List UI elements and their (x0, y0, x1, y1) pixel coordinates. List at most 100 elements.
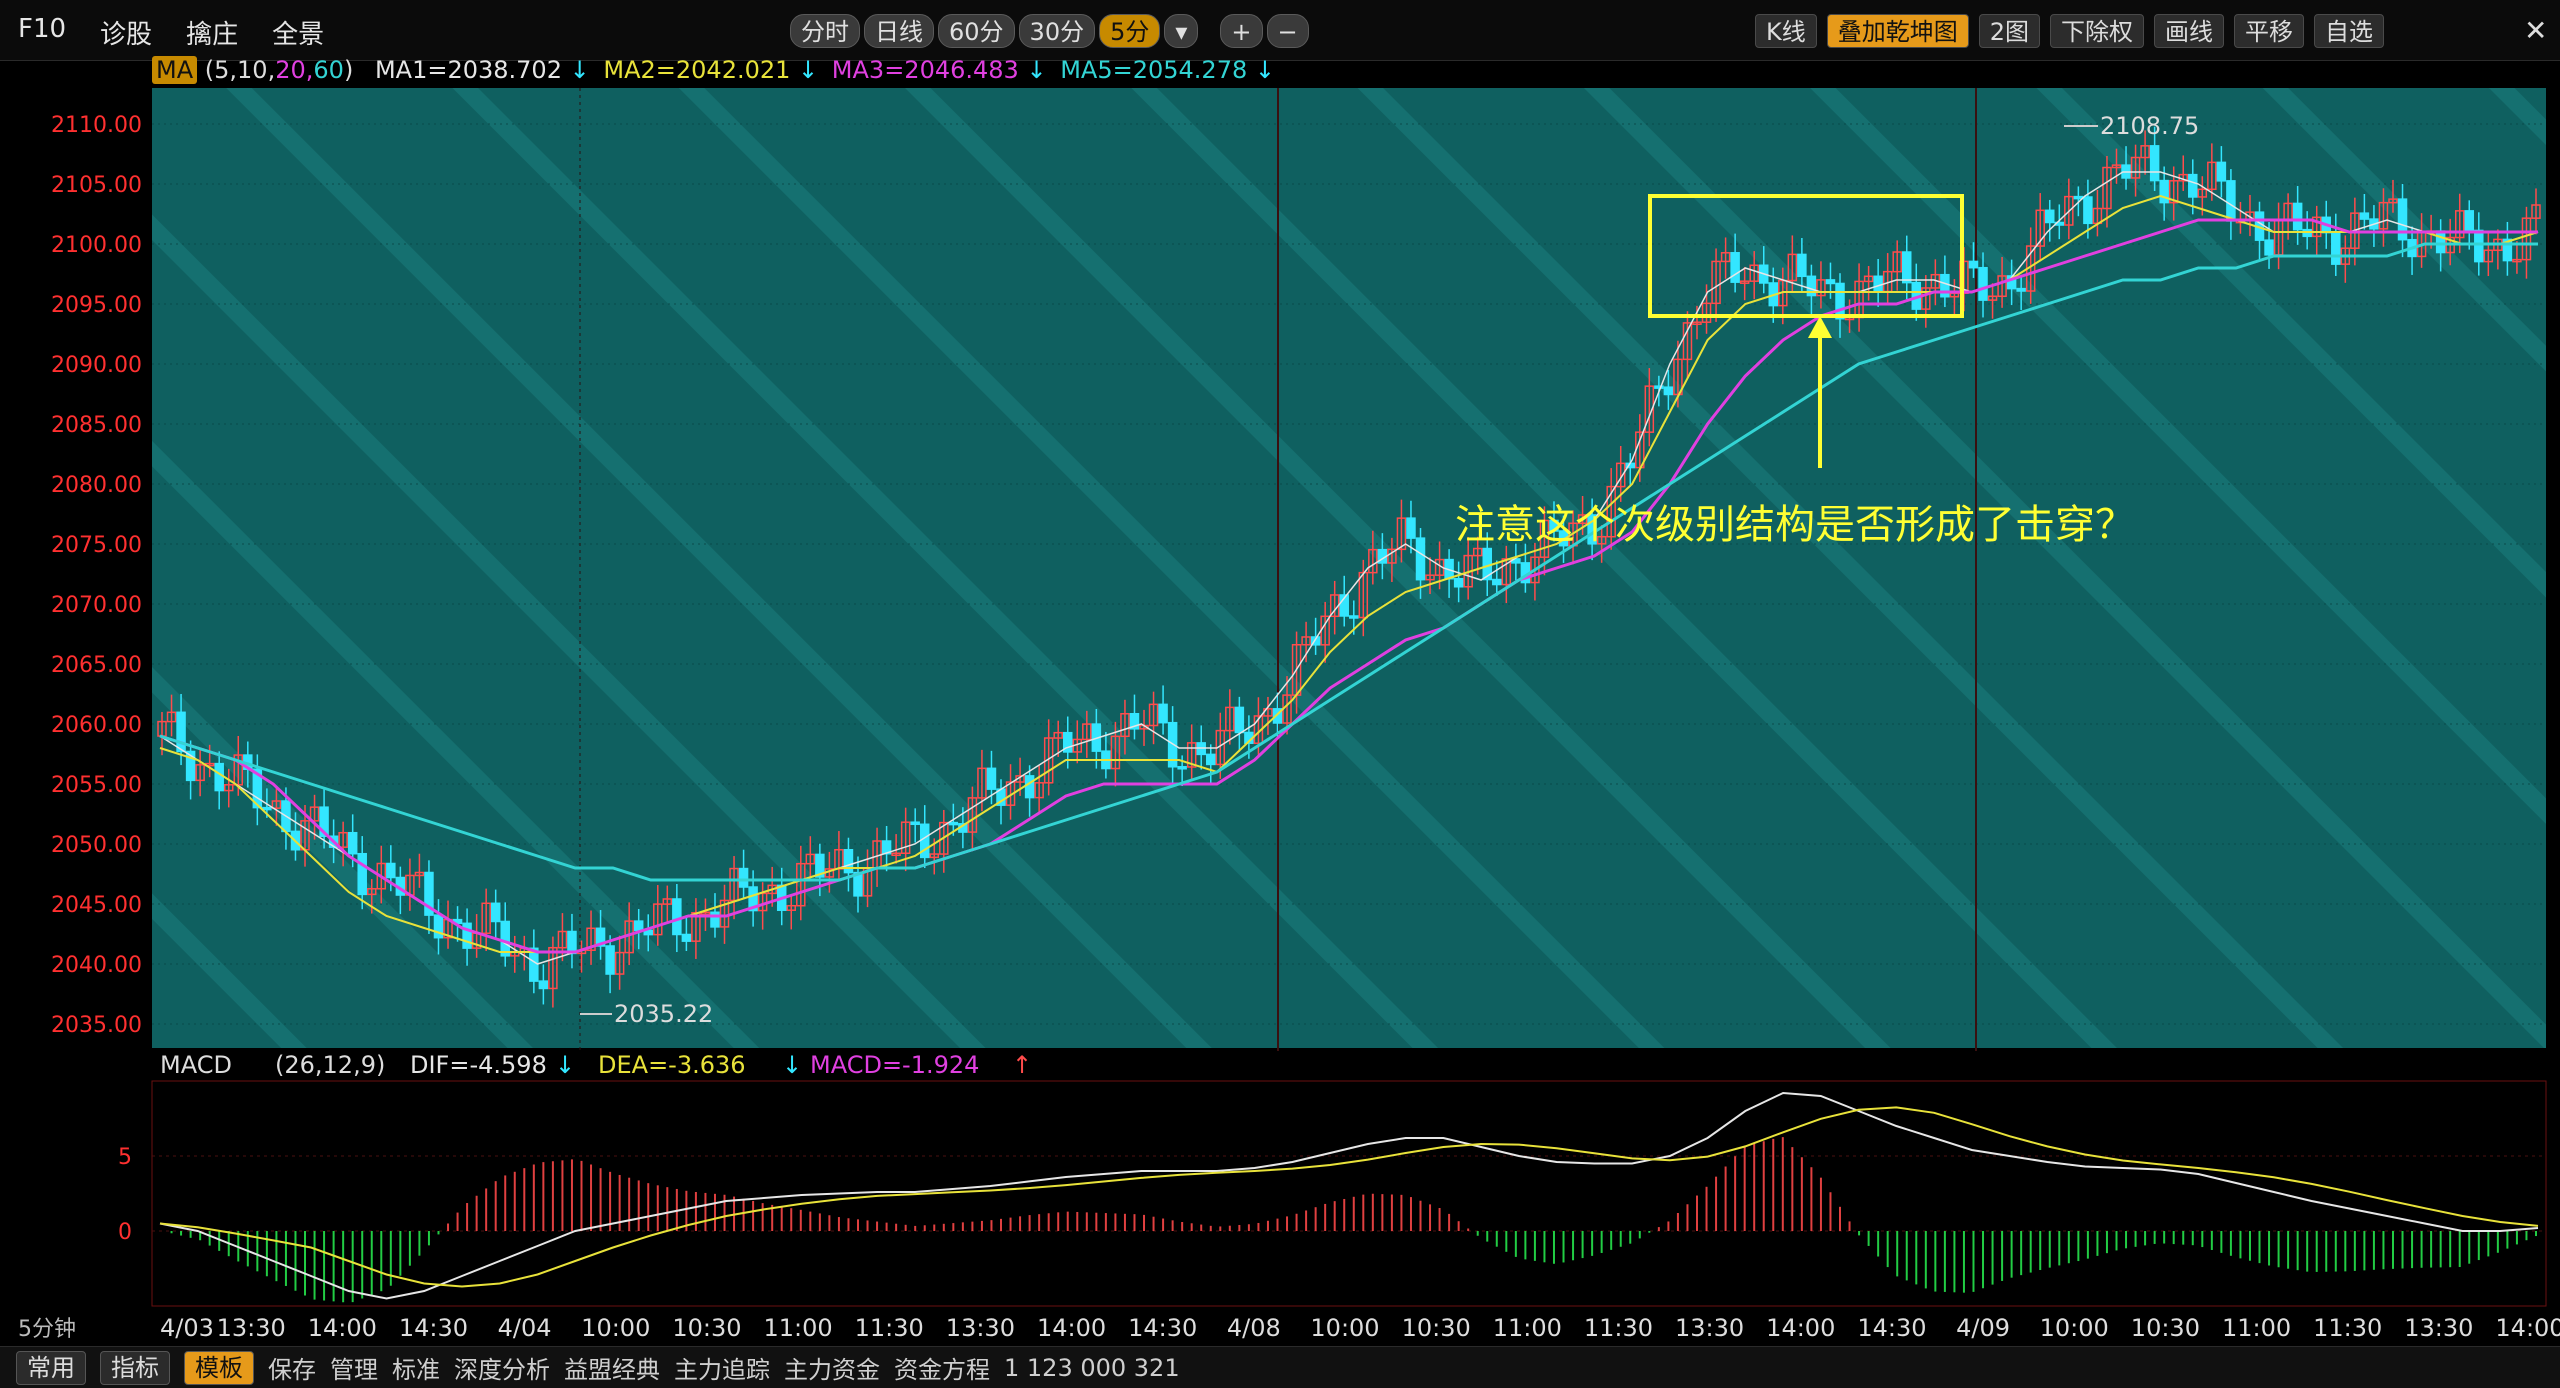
f10-button[interactable]: F10 (18, 14, 67, 44)
candle-body (2188, 173, 2198, 198)
candle-body (1901, 251, 1912, 284)
period-daily[interactable]: 日线 (864, 14, 934, 48)
candle-body (1501, 558, 1512, 586)
exright-button[interactable]: 下除权 (2050, 14, 2145, 48)
period-selector: 分时 日线 60分 30分 5分 ▾ + − (790, 14, 1309, 48)
candle-body (910, 821, 920, 826)
candle-body (2168, 180, 2179, 204)
time-tick-label: 4/04 (498, 1314, 552, 1342)
top-toolbar: F10 诊股 擒庄 全景 分时 日线 60分 30分 5分 ▾ + − K线 叠… (0, 0, 2560, 61)
bottom-item-standard[interactable]: 标准 (392, 1356, 440, 1384)
tab-template[interactable]: 模板 (184, 1350, 254, 1385)
kline-button[interactable]: K线 (1755, 14, 1817, 48)
candle-body (2140, 145, 2150, 159)
macd-tick-label: 5 (118, 1145, 132, 1170)
bottom-item-yimeng-classic[interactable]: 益盟经典 (564, 1356, 660, 1384)
bottom-item-save[interactable]: 保存 (268, 1356, 316, 1384)
candle-body (462, 922, 472, 949)
period-label[interactable]: 5分钟 (18, 1317, 76, 1342)
price-tick-label: 2090.00 (51, 353, 142, 378)
candle-body (1730, 252, 1740, 283)
tab-common[interactable]: 常用 (16, 1350, 86, 1385)
candle-body (1148, 703, 1159, 727)
candle-body (986, 767, 997, 790)
candle-body (338, 831, 348, 848)
ma-legend: MA (5,10,20,60) MA1=2038.702 ↓ MA2=2042.… (0, 56, 2560, 88)
bottom-item-main-tracking[interactable]: 主力追踪 (674, 1356, 770, 1384)
time-tick-label: 14:30 (1128, 1314, 1197, 1342)
candle-body (1549, 519, 1559, 532)
period-intraday[interactable]: 分时 (790, 14, 860, 48)
time-tick-label: 14:00 (308, 1314, 377, 1342)
macd-up-icon: ↑ (1012, 1051, 1032, 1079)
bottom-item-deep-analysis[interactable]: 深度分析 (454, 1356, 550, 1384)
draw-line-button[interactable]: 画线 (2154, 14, 2225, 48)
ma-indicator-button[interactable]: MA (152, 56, 198, 84)
macd-dea-line (159, 1106, 2539, 1288)
candle-body (1129, 712, 1140, 730)
period-5min[interactable]: 5分 (1099, 14, 1161, 48)
macd-dif-down-icon: ↓ (555, 1051, 575, 1079)
time-tick-label: 10:30 (1402, 1314, 1471, 1342)
candle-body (805, 853, 816, 865)
close-icon[interactable]: ✕ (2524, 14, 2548, 47)
time-tick-label: 10:00 (2040, 1314, 2109, 1342)
time-tick-label: 11:30 (1584, 1314, 1653, 1342)
ma5-value: MA5=2054.278 (1060, 56, 1248, 84)
candle-body (710, 911, 720, 928)
candle-body (843, 848, 854, 874)
macd-tick-label: 0 (118, 1220, 132, 1245)
candle-body (557, 930, 568, 949)
ma3-down-icon: ↓ (1026, 56, 1047, 84)
price-tick-label: 2075.00 (51, 533, 142, 558)
candle-body (1835, 282, 1845, 320)
candle-body (1539, 519, 1550, 558)
macd-name[interactable]: MACD (160, 1051, 232, 1079)
candle-body (2111, 164, 2122, 169)
tab-indicator[interactable]: 指标 (100, 1350, 170, 1385)
candle-body (1987, 295, 1998, 301)
overlay-qiankun-button[interactable]: 叠加乾坤图 (1826, 14, 1969, 48)
period-60min[interactable]: 60分 (938, 14, 1015, 48)
candle-body (1043, 737, 1054, 784)
candle-body (1120, 712, 1130, 738)
candle-body (929, 853, 940, 859)
bottom-item-fund-equation[interactable]: 资金方程 (894, 1356, 990, 1384)
candle-body (271, 800, 282, 809)
candle-body (2359, 212, 2370, 220)
candle-body (2512, 258, 2522, 263)
candle-body (386, 862, 396, 879)
candle-body (1692, 321, 1702, 325)
bottom-item-manage[interactable]: 管理 (330, 1356, 378, 1384)
bottom-item-main-funds[interactable]: 主力资金 (784, 1356, 880, 1384)
candle-body (2397, 198, 2408, 241)
price-tick-label: 2100.00 (51, 233, 142, 258)
candle-body (1225, 706, 1235, 732)
diagnose-button[interactable]: 诊股 (100, 20, 153, 50)
price-tick-label: 2040.00 (51, 953, 142, 978)
candle-body (319, 806, 329, 837)
qinzhuang-button[interactable]: 擒庄 (186, 20, 239, 50)
time-tick-label: 10:30 (672, 1314, 741, 1342)
candle-body (1062, 731, 1073, 753)
ma2-down-icon: ↓ (798, 56, 819, 84)
candle-body (490, 902, 501, 923)
ma2-value: MA2=2042.021 (603, 56, 791, 84)
two-chart-button[interactable]: 2图 (1978, 14, 2041, 48)
candle-body (1749, 264, 1759, 282)
pan-button[interactable]: 平移 (2234, 14, 2305, 48)
watchlist-button[interactable]: 自选 (2314, 14, 2385, 48)
candle-body (786, 904, 797, 911)
candle-body (729, 867, 739, 902)
chart-area[interactable]: 2110.00 2105.00 2100.00 2095.00 2090.00 2085.… (0, 88, 2560, 1346)
zoom-in-button[interactable]: + (1220, 14, 1263, 48)
period-30min[interactable]: 30分 (1018, 14, 1096, 48)
period-dropdown-icon[interactable]: ▾ (1164, 14, 1199, 48)
time-axis-bg (0, 1308, 2560, 1346)
candle-body (2083, 196, 2093, 225)
time-tick-label: 11:30 (855, 1314, 924, 1342)
panorama-button[interactable]: 全景 (272, 20, 325, 50)
macd-histogram (170, 1137, 2537, 1303)
time-tick-label: 13:30 (1675, 1314, 1744, 1342)
zoom-out-button[interactable]: − (1266, 14, 1309, 48)
